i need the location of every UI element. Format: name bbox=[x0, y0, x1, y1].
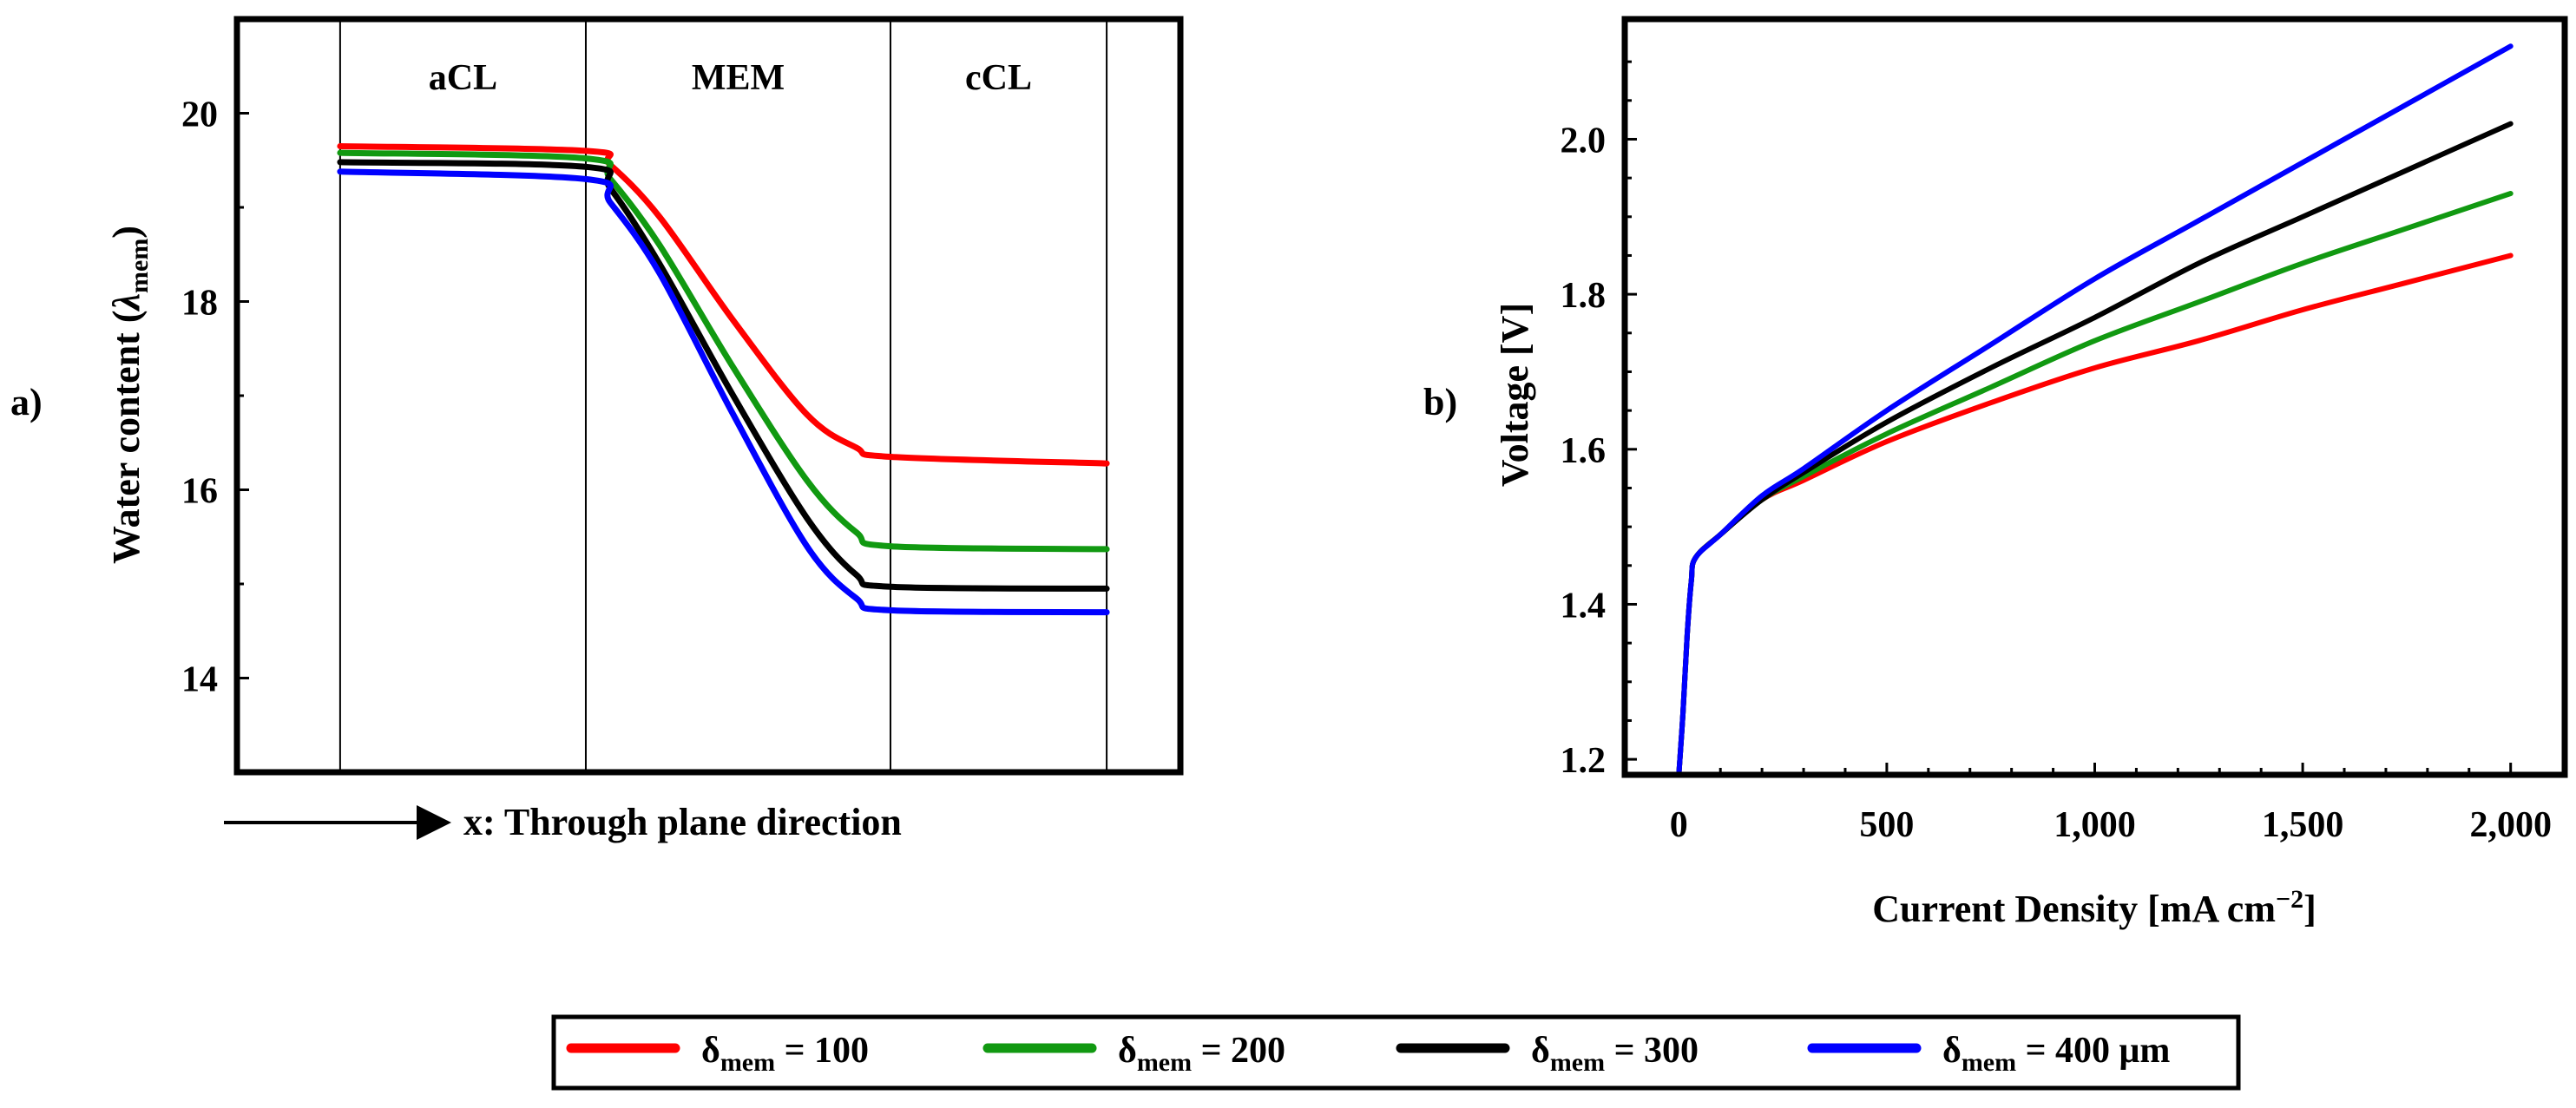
x-tick-label: 1,000 bbox=[2054, 805, 2136, 845]
axis-ticks: 1.2 1.4 1.6 1.8 2.0 0 500 1,000 1,500 2,000 bbox=[1561, 60, 2552, 845]
ylabel-lambda: λ bbox=[105, 293, 148, 312]
legend: δmem = 100 δmem = 200 δmem = 300 δmem = 400… bbox=[551, 1014, 2241, 1091]
series-group bbox=[337, 143, 1110, 616]
x-axis-label-a: x: Through plane direction bbox=[463, 801, 902, 843]
panel-a: a) aCL MEM cCL 14 16 18 20 Water content (λme… bbox=[10, 16, 1184, 843]
region-label: aCL bbox=[429, 58, 497, 98]
series-line bbox=[1676, 252, 2514, 775]
plot-frame-a bbox=[233, 16, 1184, 776]
x-tick-label: 2,000 bbox=[2469, 805, 2552, 845]
region-labels: aCL MEM cCL bbox=[429, 58, 1032, 98]
y-tick-label: 2.0 bbox=[1561, 121, 1607, 161]
legend-label: δmem = 400 μm bbox=[1942, 1031, 2170, 1077]
xlabel-close: ] bbox=[2303, 888, 2316, 930]
series-line bbox=[1676, 121, 2514, 775]
legend-frame bbox=[551, 1014, 2241, 1091]
x-axis-label-b: Current Density [mA cm−2] bbox=[1872, 885, 2316, 930]
x-tick-label: 1,500 bbox=[2262, 805, 2344, 845]
series-group bbox=[1676, 43, 2514, 775]
xlabel-main: Current Density [mA cm bbox=[1872, 888, 2276, 930]
legend-item: δmem = 300 bbox=[1396, 1031, 1699, 1077]
panel-b: b) 1.2 1.4 1.6 1.8 2.0 0 500 1,000 1,500 2,000 Vo… bbox=[1423, 16, 2568, 930]
region-lines bbox=[338, 19, 1108, 772]
y-tick-label: 1.2 bbox=[1561, 741, 1607, 781]
region-label: MEM bbox=[692, 58, 785, 98]
y-tick-label: 14 bbox=[181, 660, 218, 700]
y-tick-label: 18 bbox=[181, 284, 218, 324]
y-tick-label: 16 bbox=[181, 472, 218, 512]
ylabel-main: Water content ( bbox=[105, 311, 148, 564]
panel-a-label: a) bbox=[10, 381, 43, 423]
ylabel-close: ) bbox=[105, 226, 148, 239]
series-line bbox=[337, 149, 1110, 553]
legend-label: δmem = 300 bbox=[1531, 1031, 1699, 1077]
legend-item: δmem = 200 bbox=[982, 1031, 1285, 1077]
ylabel-sub: mem bbox=[125, 239, 154, 293]
series-line bbox=[337, 159, 1110, 592]
y-axis-label-a: Water content (λmem) bbox=[105, 226, 154, 564]
series-line bbox=[337, 143, 1110, 467]
x-tick-label: 500 bbox=[1859, 805, 1914, 845]
legend-item: δmem = 100 bbox=[566, 1031, 869, 1077]
plot-frame-b bbox=[1621, 16, 2568, 778]
y-tick-label: 1.4 bbox=[1561, 586, 1607, 626]
y-tick-label: 1.8 bbox=[1561, 276, 1607, 316]
legend-item: δmem = 400 μm bbox=[1807, 1031, 2170, 1077]
y-tick-label: 20 bbox=[181, 95, 218, 135]
legend-label: δmem = 100 bbox=[701, 1031, 869, 1077]
x-tick-label: 0 bbox=[1670, 805, 1688, 845]
y-tick-label: 1.6 bbox=[1561, 431, 1607, 471]
xlabel-sup: −2 bbox=[2276, 885, 2303, 914]
series-line bbox=[337, 168, 1110, 616]
panel-b-label: b) bbox=[1423, 381, 1457, 423]
series-line bbox=[1676, 43, 2514, 775]
region-label: cCL bbox=[965, 58, 1032, 98]
legend-label: δmem = 200 bbox=[1118, 1031, 1285, 1077]
y-axis-label-b: Voltage [V] bbox=[1494, 303, 1536, 487]
